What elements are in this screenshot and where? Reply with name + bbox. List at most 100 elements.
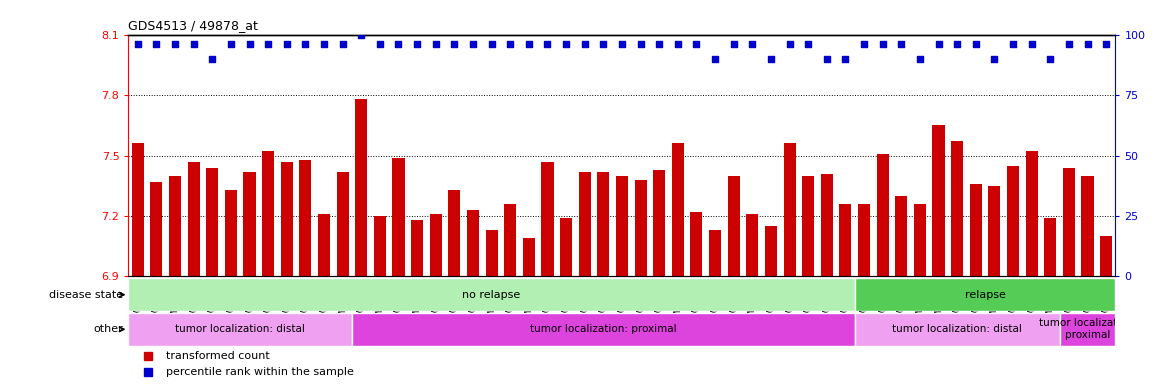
Bar bbox=[188, 162, 200, 276]
Bar bbox=[821, 174, 833, 276]
Text: tumor localization: proximal: tumor localization: proximal bbox=[530, 324, 676, 334]
Point bbox=[1078, 41, 1097, 47]
Text: tumor localization: distal: tumor localization: distal bbox=[892, 324, 1022, 334]
Point bbox=[445, 41, 464, 47]
Bar bbox=[207, 167, 218, 276]
Point bbox=[1041, 56, 1059, 62]
Bar bbox=[728, 176, 739, 276]
Bar bbox=[988, 186, 1001, 276]
Bar bbox=[392, 157, 404, 276]
Point bbox=[855, 41, 874, 47]
Bar bbox=[486, 230, 498, 276]
Bar bbox=[352, 313, 855, 346]
Point bbox=[930, 41, 948, 47]
Text: GDS4513 / 49878_at: GDS4513 / 49878_at bbox=[128, 19, 258, 32]
Point bbox=[818, 56, 836, 62]
Point bbox=[538, 41, 557, 47]
Point bbox=[947, 41, 966, 47]
Bar bbox=[505, 204, 516, 276]
Bar bbox=[840, 204, 851, 276]
Bar bbox=[913, 204, 926, 276]
Bar bbox=[969, 184, 982, 276]
Text: tumor localization:
proximal: tumor localization: proximal bbox=[1038, 318, 1136, 340]
Bar bbox=[523, 238, 535, 276]
Point bbox=[705, 56, 724, 62]
Point bbox=[370, 41, 389, 47]
Point bbox=[128, 41, 147, 47]
Bar bbox=[653, 170, 666, 276]
Point bbox=[241, 41, 259, 47]
Point bbox=[333, 41, 352, 47]
Point bbox=[185, 41, 203, 47]
Bar bbox=[1082, 176, 1093, 276]
Bar bbox=[132, 144, 144, 276]
Bar bbox=[169, 176, 181, 276]
Bar bbox=[225, 190, 237, 276]
Point bbox=[892, 41, 911, 47]
Bar bbox=[128, 313, 352, 346]
Point bbox=[966, 41, 985, 47]
Point bbox=[576, 41, 595, 47]
Bar bbox=[895, 196, 908, 276]
Point bbox=[762, 56, 780, 62]
Bar bbox=[746, 214, 758, 276]
Bar bbox=[336, 172, 349, 276]
Point bbox=[1059, 41, 1078, 47]
Point bbox=[482, 41, 501, 47]
Text: no relapse: no relapse bbox=[463, 290, 521, 300]
Bar bbox=[802, 176, 814, 276]
Point bbox=[1022, 41, 1041, 47]
Bar bbox=[951, 141, 964, 276]
Bar bbox=[877, 154, 889, 276]
Point bbox=[520, 41, 538, 47]
Point bbox=[222, 41, 241, 47]
Bar bbox=[262, 152, 274, 276]
Bar bbox=[542, 162, 554, 276]
Bar bbox=[597, 172, 610, 276]
Point bbox=[985, 56, 1003, 62]
Bar bbox=[374, 216, 385, 276]
Point bbox=[612, 41, 631, 47]
Bar bbox=[1100, 236, 1112, 276]
Point bbox=[501, 41, 520, 47]
Bar bbox=[1007, 166, 1018, 276]
Bar bbox=[855, 313, 1059, 346]
Bar bbox=[634, 180, 647, 276]
Point bbox=[147, 41, 166, 47]
Point bbox=[649, 41, 668, 47]
Point bbox=[352, 31, 370, 38]
Text: tumor localization: distal: tumor localization: distal bbox=[175, 324, 305, 334]
Point bbox=[408, 41, 426, 47]
Point bbox=[799, 41, 818, 47]
Text: disease state: disease state bbox=[49, 290, 123, 300]
Bar bbox=[709, 230, 721, 276]
Point bbox=[557, 41, 576, 47]
Point bbox=[314, 41, 333, 47]
Bar bbox=[616, 176, 628, 276]
Text: other: other bbox=[93, 324, 123, 334]
Bar bbox=[858, 204, 870, 276]
Point bbox=[426, 41, 445, 47]
Bar bbox=[690, 212, 702, 276]
Point bbox=[203, 56, 222, 62]
Bar bbox=[467, 210, 479, 276]
Bar bbox=[672, 144, 684, 276]
Point bbox=[464, 41, 482, 47]
Bar bbox=[449, 190, 460, 276]
Point bbox=[668, 41, 687, 47]
Point bbox=[1003, 41, 1022, 47]
Bar bbox=[299, 160, 312, 276]
Bar bbox=[855, 278, 1115, 311]
Bar bbox=[411, 220, 423, 276]
Point bbox=[259, 41, 278, 47]
Point bbox=[874, 41, 892, 47]
Point bbox=[743, 41, 762, 47]
Point bbox=[631, 41, 649, 47]
Bar bbox=[1044, 218, 1056, 276]
Text: percentile rank within the sample: percentile rank within the sample bbox=[166, 367, 354, 377]
Bar bbox=[1063, 167, 1075, 276]
Point bbox=[595, 41, 613, 47]
Point bbox=[724, 41, 743, 47]
Bar bbox=[151, 182, 162, 276]
Bar bbox=[932, 125, 945, 276]
